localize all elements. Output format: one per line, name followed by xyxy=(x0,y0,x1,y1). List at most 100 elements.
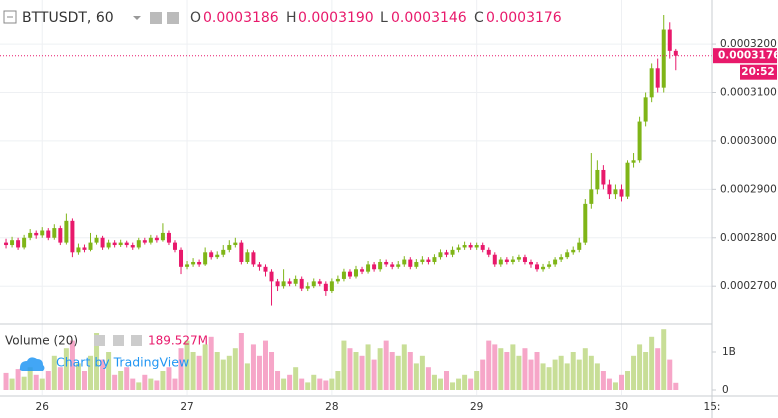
volume-bar xyxy=(256,355,262,390)
low-value: 0.0003146 xyxy=(391,10,467,26)
x-tick-label: 29 xyxy=(470,401,483,413)
candle-body xyxy=(655,68,660,88)
candle-body xyxy=(643,97,648,122)
volume-bar xyxy=(15,369,21,390)
candle-body xyxy=(372,264,377,270)
candle-body xyxy=(148,237,153,243)
x-tick-label: 30 xyxy=(615,401,628,413)
y-tick-label: 0.0002700 xyxy=(720,280,777,292)
candle-body xyxy=(625,162,630,197)
candle-body xyxy=(637,121,642,161)
high-value: 0.0003190 xyxy=(298,10,374,26)
volume-bar xyxy=(534,352,540,390)
candle-body xyxy=(58,228,63,243)
volume-bar xyxy=(136,382,142,390)
candle-body xyxy=(601,169,606,185)
volume-bar xyxy=(480,359,486,390)
volume-bar xyxy=(371,359,377,390)
candle-body xyxy=(124,242,129,246)
volume-settings-icon[interactable] xyxy=(113,335,124,346)
open-value: 0.0003186 xyxy=(203,10,279,26)
y-tick-label: 0.0003200 xyxy=(720,38,777,50)
candle-body xyxy=(94,237,99,243)
candle-body xyxy=(76,247,81,253)
candle-body xyxy=(4,242,9,246)
candle-body xyxy=(185,264,190,267)
candle-body xyxy=(480,245,485,250)
volume-bar xyxy=(238,333,244,390)
watermark[interactable]: Chart by TradingView xyxy=(56,355,189,370)
candle-body xyxy=(438,252,443,258)
candle-body xyxy=(106,242,111,248)
candle-body xyxy=(486,249,491,255)
volume-bar xyxy=(299,378,305,390)
candle-body xyxy=(456,247,461,250)
volume-bar xyxy=(546,367,552,390)
open-letter: O xyxy=(190,10,201,26)
candle-body xyxy=(347,271,352,277)
volume-bar xyxy=(281,378,287,390)
volume-bar xyxy=(27,367,33,390)
y-tick-label: 0.0003100 xyxy=(720,86,777,98)
candle-body xyxy=(607,184,612,195)
settings-icon[interactable] xyxy=(167,12,179,24)
volume-bar xyxy=(347,348,353,390)
countdown: 20:52 xyxy=(741,66,774,78)
volume-bar xyxy=(269,352,275,390)
volume-bar xyxy=(492,344,498,390)
candle-body xyxy=(142,240,147,243)
candle-body xyxy=(384,261,389,265)
volume-bar xyxy=(81,371,87,390)
volume-bar xyxy=(462,374,468,390)
candle-body xyxy=(390,264,395,267)
volume-bar xyxy=(202,344,208,390)
volume-bar xyxy=(673,382,679,390)
candle-body xyxy=(396,264,401,267)
candle-body xyxy=(52,228,57,238)
candle-body xyxy=(444,252,449,255)
volume-bar xyxy=(504,352,510,390)
candle-body xyxy=(203,252,208,265)
y-tick-label: 0.0002800 xyxy=(720,232,777,244)
candle-body xyxy=(197,261,202,265)
candle-body xyxy=(420,259,425,262)
volume-bar xyxy=(395,355,401,390)
volume-bar xyxy=(3,372,9,390)
candle-body xyxy=(28,232,33,238)
collapse-icon[interactable] xyxy=(3,10,17,24)
volume-bar xyxy=(112,374,118,390)
volume-bar xyxy=(425,367,431,390)
candle-body xyxy=(667,29,672,51)
close-value: 0.0003176 xyxy=(486,10,562,26)
candle-body xyxy=(378,261,383,270)
price-label-box xyxy=(713,48,777,64)
candle-body xyxy=(82,247,87,250)
candle-body xyxy=(462,245,467,248)
candle-body xyxy=(275,281,280,287)
hide-icon[interactable] xyxy=(150,12,162,24)
volume-bar xyxy=(600,371,606,390)
candle-body xyxy=(293,278,298,284)
marks xyxy=(0,15,712,390)
volume-bar xyxy=(262,340,268,390)
volume-bar xyxy=(190,352,196,390)
candle-body xyxy=(22,237,27,248)
candle-body xyxy=(299,278,304,289)
symbol-caret[interactable] xyxy=(133,16,141,20)
volume-bar xyxy=(293,367,299,390)
candle-body xyxy=(323,283,328,292)
volume-bar xyxy=(287,374,293,390)
x-tick-label: 26 xyxy=(36,401,50,413)
volume-bar xyxy=(576,359,582,390)
x-tick-label: 27 xyxy=(180,401,193,413)
volume-hide-icon[interactable] xyxy=(94,335,105,346)
candle-body xyxy=(366,264,371,272)
candle-body xyxy=(577,242,582,250)
candle-body xyxy=(16,240,21,248)
candle-body xyxy=(474,245,479,248)
candle-body xyxy=(311,281,316,287)
candle-body xyxy=(179,249,184,267)
volume-bar xyxy=(661,329,667,390)
volume-remove-icon[interactable] xyxy=(131,335,142,346)
